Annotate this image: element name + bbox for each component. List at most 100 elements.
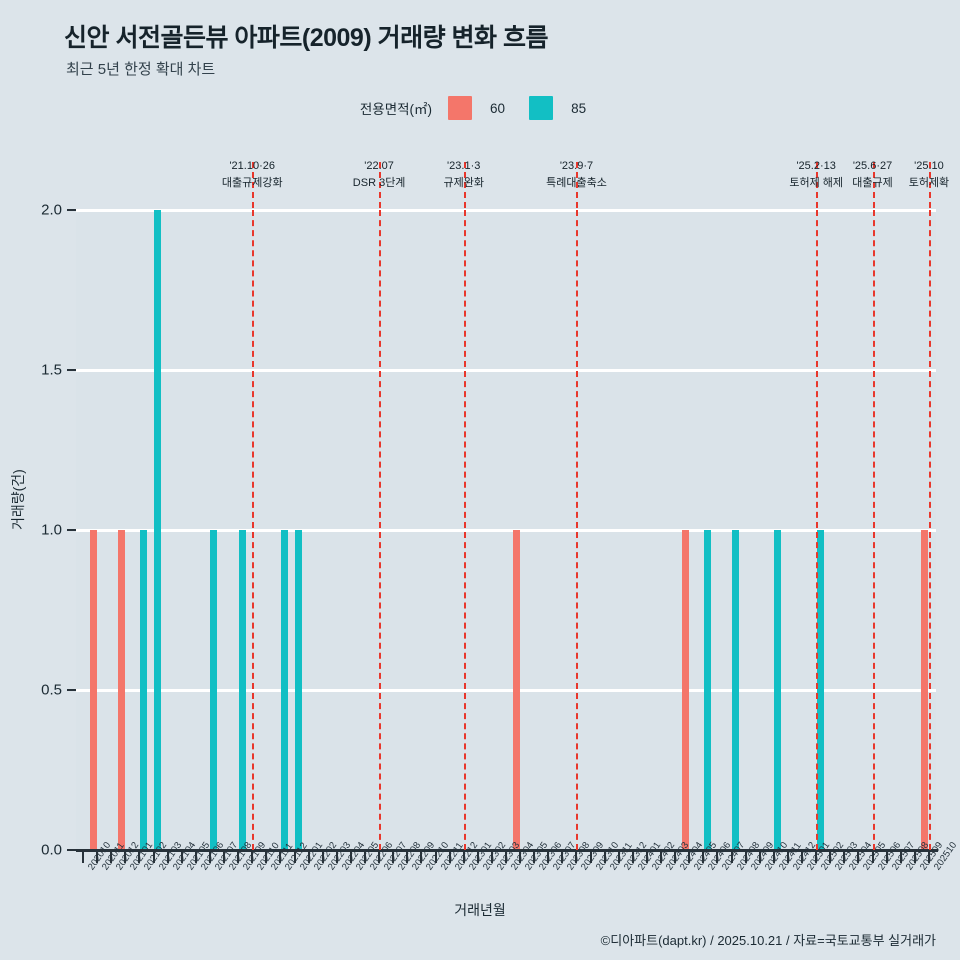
gridline	[76, 368, 936, 372]
y-tick-label: 0.0	[41, 841, 62, 859]
x-tick-mark	[406, 852, 409, 863]
x-tick-mark	[279, 852, 282, 863]
x-tick-mark	[138, 852, 141, 863]
bar[interactable]	[210, 530, 218, 850]
x-tick-mark	[420, 852, 423, 863]
footer-credit: ©디아파트(dapt.kr) / 2025.10.21 / 자료=국토교통부 실…	[600, 933, 936, 948]
event-line-head	[252, 162, 255, 208]
x-tick-mark	[208, 852, 211, 863]
gridline	[76, 208, 936, 212]
gridline	[76, 688, 936, 692]
event-text: 토허제확	[908, 177, 950, 190]
bar[interactable]	[681, 530, 689, 850]
bar[interactable]	[703, 530, 711, 850]
x-tick-mark	[688, 852, 691, 863]
x-tick-mark	[152, 852, 155, 863]
event-line	[816, 210, 819, 850]
bar[interactable]	[139, 530, 147, 850]
event-line-head	[576, 162, 579, 208]
y-tick-mark	[67, 369, 76, 371]
event-text: 특례대출축소	[546, 177, 607, 190]
x-axis-line	[76, 849, 938, 852]
x-tick-mark	[631, 852, 634, 863]
event-line-head	[872, 162, 875, 208]
x-tick-mark	[251, 852, 254, 863]
x-tick-mark	[589, 852, 592, 863]
bar[interactable]	[732, 530, 740, 850]
legend-swatch-85[interactable]	[529, 96, 554, 120]
x-tick-mark	[801, 852, 804, 863]
event-text: DSR 3단계	[352, 177, 406, 190]
x-tick-mark	[843, 852, 846, 863]
x-tick-mark	[885, 852, 888, 863]
event-date: '25.2·13	[796, 160, 836, 172]
bar[interactable]	[154, 210, 162, 850]
x-tick-mark	[321, 852, 324, 863]
bar[interactable]	[921, 530, 929, 850]
x-axis-ticks: 202010 202011 202012 202101 202102 202103 2021…	[76, 840, 959, 952]
x-tick-mark	[772, 852, 775, 863]
y-tick-label: 1.5	[41, 361, 62, 379]
x-tick-mark	[547, 852, 550, 863]
event-date: '25.6·27	[852, 160, 893, 172]
x-tick-mark	[899, 852, 902, 863]
x-axis-title: 거래년월	[454, 902, 506, 918]
x-tick-mark	[716, 852, 719, 863]
x-tick-mark	[603, 852, 606, 863]
event-line	[379, 210, 382, 850]
x-tick-mark	[519, 852, 522, 863]
event-label: '21.10·26 대출규제강화	[222, 158, 283, 192]
x-tick-mark	[730, 852, 733, 863]
legend-swatch-60[interactable]	[448, 96, 473, 120]
x-tick-mark	[223, 852, 226, 863]
bar[interactable]	[512, 530, 520, 850]
x-tick-mark	[744, 852, 747, 863]
bar[interactable]	[774, 530, 782, 850]
x-tick-mark	[364, 852, 367, 863]
event-date: '23.1·3	[447, 160, 481, 172]
event-label: '23.1·3 규제완화	[443, 158, 483, 192]
y-tick-mark	[67, 209, 76, 211]
x-tick-mark	[575, 852, 578, 863]
event-line-head	[816, 162, 819, 208]
event-text: 토허제 해제	[789, 177, 843, 190]
x-tick-mark	[490, 852, 493, 863]
x-tick-mark	[194, 852, 197, 863]
x-tick-mark	[392, 852, 395, 863]
bar[interactable]	[238, 530, 246, 850]
x-tick-mark	[702, 852, 705, 863]
event-date: '23.9·7	[559, 160, 594, 172]
x-tick-mark	[660, 852, 663, 863]
x-tick-mark	[110, 852, 113, 863]
y-tick-label: 2.0	[41, 201, 62, 219]
event-line	[252, 210, 255, 850]
x-tick-mark	[265, 852, 268, 863]
x-tick-mark	[617, 852, 620, 863]
bar[interactable]	[117, 530, 125, 850]
x-tick-mark	[645, 852, 648, 863]
bar[interactable]	[89, 530, 97, 850]
event-label: '25.6·27 대출규제	[852, 158, 892, 192]
x-tick-mark	[505, 852, 507, 863]
event-label: '25.10 토허제확	[909, 158, 949, 192]
bar[interactable]	[295, 530, 303, 850]
x-tick-mark	[871, 852, 874, 863]
y-tick-label: 1.0	[41, 521, 62, 539]
legend-label-60: 60	[490, 100, 506, 116]
x-tick-mark	[462, 852, 465, 863]
event-line	[872, 210, 875, 850]
x-tick-mark	[674, 852, 677, 863]
bar[interactable]	[816, 530, 824, 850]
x-tick-mark	[786, 852, 789, 863]
page-subtitle: 최근 5년 한정 확대 차트	[66, 61, 216, 78]
plot-area	[76, 208, 936, 852]
legend-title: 전용면적(㎡)	[359, 102, 433, 117]
x-tick-mark	[307, 852, 310, 863]
event-line-head	[463, 162, 466, 208]
x-tick-mark	[180, 852, 183, 863]
event-line-head	[379, 162, 382, 208]
event-text: 대출규제강화	[221, 177, 283, 190]
x-tick-mark	[857, 852, 860, 863]
bar[interactable]	[280, 530, 288, 850]
x-tick-mark	[448, 852, 451, 863]
